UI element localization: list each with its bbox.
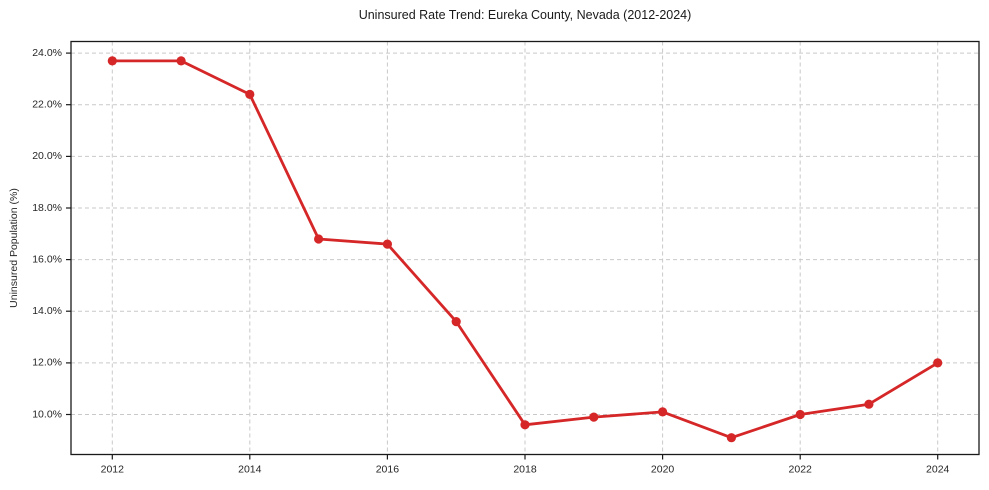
- data-point: [726, 433, 737, 443]
- y-tick-label: 16.0%: [32, 253, 62, 265]
- data-point: [795, 409, 805, 420]
- x-tick-label: 2016: [376, 464, 400, 476]
- data-point: [520, 420, 530, 430]
- y-tick-label: 20.0%: [32, 150, 62, 162]
- data-point: [864, 399, 874, 409]
- y-axis-label: Uninsured Population (%): [8, 188, 20, 308]
- y-tick-label: 24.0%: [32, 47, 62, 59]
- chart-title: Uninsured Rate Trend: Eureka County, Nev…: [358, 8, 692, 22]
- y-tick-label: 14.0%: [32, 305, 62, 317]
- data-point: [176, 56, 186, 66]
- data-point: [589, 412, 599, 422]
- data-point: [245, 89, 255, 99]
- x-tick-label: 2024: [926, 464, 950, 476]
- x-tick-label: 2018: [513, 464, 537, 476]
- y-tick-label: 22.0%: [32, 98, 62, 110]
- plot-border: [70, 40, 980, 456]
- x-tick-label: 2022: [789, 464, 813, 476]
- data-point: [107, 56, 117, 66]
- data-point: [451, 317, 461, 327]
- data-point: [933, 358, 943, 368]
- x-tick-label: 2012: [101, 464, 125, 476]
- data-point: [658, 407, 668, 417]
- y-tick-label: 18.0%: [32, 202, 62, 214]
- data-point: [382, 239, 392, 249]
- y-tick-label: 12.0%: [32, 357, 62, 369]
- x-tick-label: 2020: [651, 464, 675, 476]
- y-tick-label: 10.0%: [32, 408, 62, 420]
- data-point: [314, 234, 324, 244]
- x-tick-label: 2014: [238, 464, 262, 476]
